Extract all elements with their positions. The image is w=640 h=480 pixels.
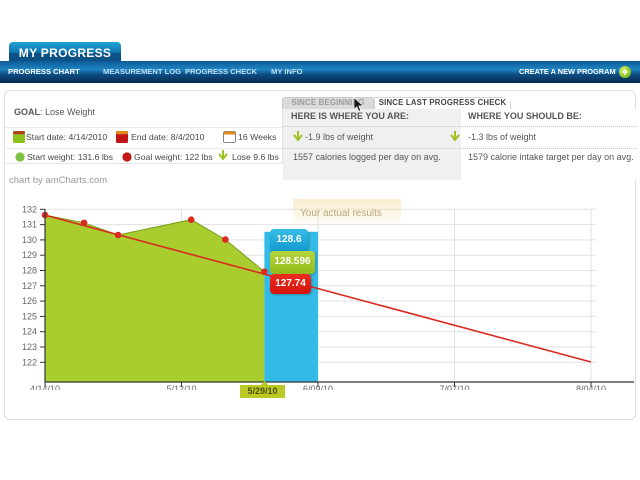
- svg-text:6/09/10: 6/09/10: [303, 384, 333, 390]
- svg-text:125: 125: [22, 311, 37, 321]
- svg-text:124: 124: [22, 327, 37, 337]
- svg-text:128: 128: [22, 266, 37, 276]
- svg-text:132: 132: [22, 204, 37, 214]
- svg-text:123: 123: [22, 342, 37, 352]
- svg-text:5/12/10: 5/12/10: [166, 384, 196, 390]
- svg-text:126: 126: [22, 296, 37, 306]
- svg-text:8/04/10: 8/04/10: [576, 384, 606, 390]
- svg-text:129: 129: [22, 250, 37, 260]
- svg-text:4/14/10: 4/14/10: [30, 384, 60, 390]
- svg-text:127: 127: [22, 281, 37, 291]
- svg-text:122: 122: [22, 357, 37, 367]
- svg-text:131: 131: [22, 220, 37, 230]
- svg-text:7/07/10: 7/07/10: [439, 384, 469, 390]
- svg-text:130: 130: [22, 235, 37, 245]
